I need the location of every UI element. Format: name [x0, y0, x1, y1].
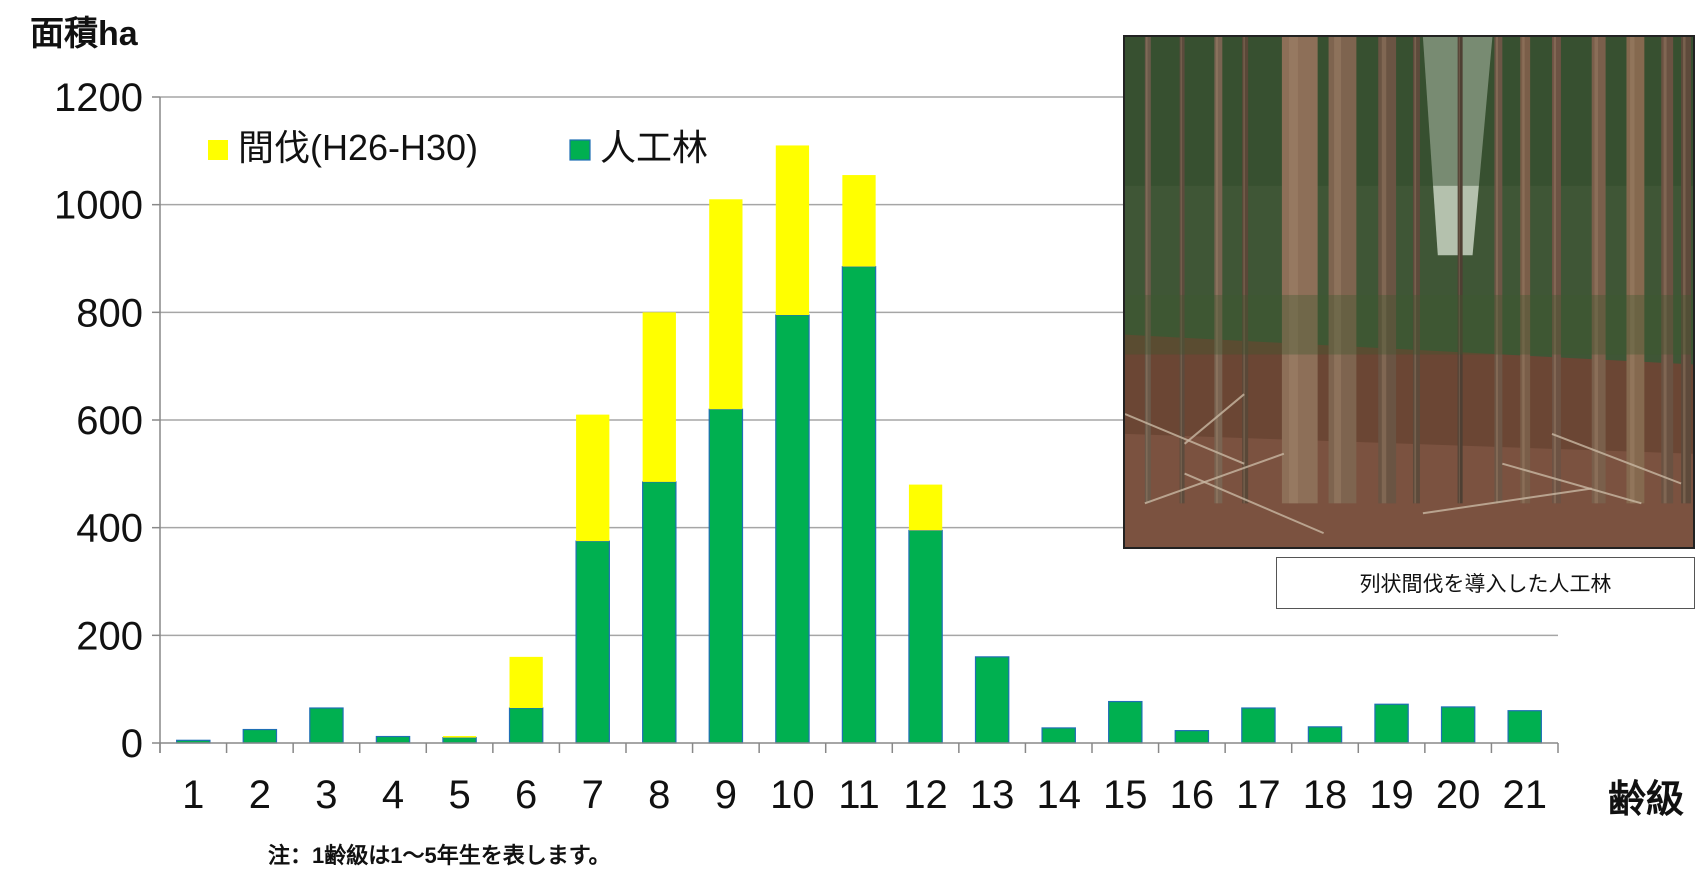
- x-tick-label: 3: [315, 773, 337, 817]
- legend-swatch: [569, 139, 591, 161]
- bar-jinkourin-13: [974, 656, 1010, 744]
- legend-label: 人工林: [600, 127, 708, 168]
- bar-jinkourin-7: [575, 540, 610, 744]
- bar-jinkourin-21: [1507, 710, 1542, 744]
- x-axis-label: 齢級: [1608, 779, 1684, 821]
- bar-jinkourin-20: [1440, 706, 1476, 744]
- x-tick-label: 16: [1170, 773, 1215, 817]
- x-tick-label: 13: [970, 773, 1015, 817]
- x-tick-label: 2: [249, 773, 271, 817]
- legend-swatch: [208, 140, 228, 160]
- bar-jinkourin-14: [1041, 727, 1076, 744]
- x-tick-label: 12: [903, 773, 948, 817]
- x-tick-label: 17: [1236, 773, 1281, 817]
- x-tick-label: 5: [448, 773, 470, 817]
- bar-jinkourin-19: [1374, 703, 1409, 744]
- y-tick-label: 0: [121, 722, 143, 766]
- bar-jinkourin-17: [1241, 707, 1276, 744]
- photo-caption: 列状間伐を導入した人工林: [1276, 557, 1695, 609]
- x-tick-label: 11: [838, 773, 880, 817]
- x-tick-label: 19: [1369, 773, 1414, 817]
- legend-label: 間伐(H26-H30): [238, 127, 478, 168]
- bar-jinkourin-2: [242, 728, 278, 744]
- bar-jinkourin-3: [309, 707, 344, 744]
- x-tick-label: 6: [515, 773, 537, 817]
- x-tick-label: 8: [648, 773, 670, 817]
- bar-jinkourin-11: [841, 265, 877, 744]
- bars: [176, 145, 1542, 744]
- bar-kanbatsu-10: [775, 145, 810, 316]
- legend: 間伐(H26-H30) 人工林: [208, 127, 708, 168]
- x-tick-label: 15: [1103, 773, 1148, 817]
- bar-kanbatsu-9: [709, 199, 743, 410]
- bar-jinkourin-12: [908, 529, 943, 744]
- footnote: 注：1齢級は1～5年生を表します。: [268, 843, 611, 868]
- bar-jinkourin-6: [508, 707, 544, 744]
- x-tick-label: 21: [1502, 773, 1547, 817]
- forest-photo: [1123, 35, 1695, 549]
- y-tick-label: 800: [76, 291, 143, 335]
- y-axis-label: 面積ha: [30, 15, 139, 53]
- bar-jinkourin-5: [442, 737, 477, 744]
- bar-kanbatsu-7: [576, 414, 610, 542]
- x-tick-labels: 1 2 3 4 5 6 7 8 9 10 11 12 13 14 15 16 17 18 19 20 21: [182, 773, 1547, 817]
- x-tick-label: 18: [1303, 773, 1348, 817]
- x-tick-label: 7: [582, 773, 604, 817]
- y-tick-label: 1000: [54, 184, 143, 228]
- x-tick-label: 10: [770, 773, 815, 817]
- y-tick-label: 200: [76, 614, 143, 658]
- bar-kanbatsu-6: [509, 656, 543, 709]
- x-tick-label: 4: [382, 773, 404, 817]
- x-tick-label: 1: [182, 773, 204, 817]
- bar-jinkourin-9: [708, 408, 744, 744]
- y-tick-label: 400: [76, 507, 143, 551]
- bar-jinkourin-15: [1108, 700, 1143, 744]
- bar-kanbatsu-11: [842, 175, 876, 267]
- bar-jinkourin-8: [642, 481, 677, 744]
- bar-jinkourin-4: [375, 735, 411, 744]
- bar-kanbatsu-8: [642, 312, 676, 482]
- y-tick-label: 600: [76, 399, 143, 443]
- y-tick-labels: 0 200 400 600 800 1000 1200: [54, 76, 143, 766]
- x-tick-label: 9: [715, 773, 737, 817]
- bar-kanbatsu-12: [908, 484, 943, 531]
- bar-kanbatsu-5: [442, 736, 477, 738]
- forest-image: [1125, 37, 1693, 547]
- x-tick-label: 20: [1436, 773, 1481, 817]
- x-tick-label: 14: [1036, 773, 1081, 817]
- bar-jinkourin-10: [775, 314, 810, 744]
- bar-jinkourin-16: [1174, 730, 1210, 744]
- y-tick-label: 1200: [54, 76, 143, 120]
- bar-jinkourin-18: [1307, 726, 1343, 744]
- axes: [152, 96, 1559, 753]
